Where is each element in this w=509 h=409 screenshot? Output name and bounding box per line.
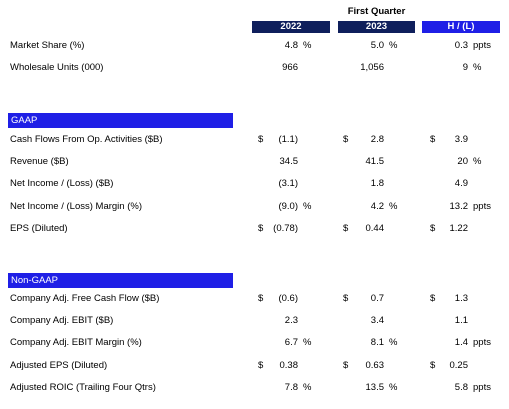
value: (0.78) bbox=[273, 222, 298, 234]
unit: ppts bbox=[473, 200, 491, 212]
value: 966 bbox=[282, 62, 298, 74]
column-header: 2022 bbox=[252, 21, 330, 33]
currency: $ bbox=[343, 134, 349, 145]
unit: % bbox=[473, 62, 482, 74]
row-label: Company Adj. EBIT ($B) bbox=[10, 315, 114, 327]
value: (1.1) bbox=[278, 134, 298, 145]
value: 0.7 bbox=[370, 293, 384, 304]
unit: % bbox=[473, 156, 482, 168]
value: 0.63 bbox=[365, 359, 385, 371]
currency: $ bbox=[430, 222, 436, 234]
value: 1,056 bbox=[360, 62, 384, 74]
value: 34.5 bbox=[279, 156, 299, 168]
section-header: GAAP bbox=[8, 113, 233, 128]
value: 2.8 bbox=[370, 134, 384, 145]
value: 4.8 bbox=[284, 40, 298, 51]
value: (0.6) bbox=[278, 293, 298, 304]
value: 3.9 bbox=[454, 134, 468, 145]
section-header: Non-GAAP bbox=[8, 273, 233, 288]
value: 9 bbox=[462, 62, 468, 74]
value: 13.5 bbox=[365, 381, 385, 393]
row-label: Adjusted ROIC (Trailing Four Qtrs) bbox=[10, 381, 156, 393]
currency: $ bbox=[343, 293, 349, 304]
value: 0.25 bbox=[449, 359, 469, 371]
row-label: Wholesale Units (000) bbox=[10, 62, 104, 74]
currency: $ bbox=[258, 134, 264, 145]
value: 0.3 bbox=[454, 40, 468, 51]
column-header: H / (L) bbox=[422, 21, 500, 33]
value: (3.1) bbox=[278, 178, 298, 190]
currency: $ bbox=[258, 222, 264, 234]
row-label: Company Adj. EBIT Margin (%) bbox=[10, 337, 142, 349]
value: 1.4 bbox=[454, 337, 468, 349]
value: 1.1 bbox=[454, 315, 468, 327]
unit: % bbox=[303, 381, 312, 393]
value: 0.38 bbox=[279, 359, 299, 371]
row-label: Net Income / (Loss) Margin (%) bbox=[10, 200, 142, 212]
currency: $ bbox=[430, 359, 436, 371]
value: 1.22 bbox=[449, 222, 469, 234]
value: 6.7 bbox=[284, 337, 298, 349]
value: 8.1 bbox=[370, 337, 384, 349]
unit: % bbox=[389, 40, 398, 51]
unit: % bbox=[389, 337, 398, 349]
row-label: Adjusted EPS (Diluted) bbox=[10, 359, 108, 371]
currency: $ bbox=[258, 293, 264, 304]
row-label: Company Adj. Free Cash Flow ($B) bbox=[10, 293, 160, 304]
value: (9.0) bbox=[278, 200, 298, 212]
unit: % bbox=[303, 40, 312, 51]
value: 4.9 bbox=[454, 178, 468, 190]
unit: ppts bbox=[473, 381, 491, 393]
value: 5.8 bbox=[454, 381, 468, 393]
row-label: Revenue ($B) bbox=[10, 156, 69, 168]
currency: $ bbox=[430, 293, 436, 304]
row-label: Net Income / (Loss) ($B) bbox=[10, 178, 114, 190]
unit: ppts bbox=[473, 40, 491, 51]
value: 5.0 bbox=[370, 40, 384, 51]
currency: $ bbox=[343, 359, 349, 371]
value: 1.8 bbox=[370, 178, 384, 190]
period-title: First Quarter bbox=[347, 6, 406, 17]
column-header: 2023 bbox=[338, 21, 415, 33]
value: 2.3 bbox=[284, 315, 298, 327]
unit: % bbox=[303, 200, 312, 212]
value: 13.2 bbox=[449, 200, 469, 212]
row-label: Cash Flows From Op. Activities ($B) bbox=[10, 134, 163, 145]
currency: $ bbox=[258, 359, 264, 371]
value: 1.3 bbox=[454, 293, 468, 304]
row-label: Market Share (%) bbox=[10, 40, 85, 51]
value: 7.8 bbox=[284, 381, 298, 393]
value: 41.5 bbox=[365, 156, 385, 168]
unit: % bbox=[303, 337, 312, 349]
row-label: EPS (Diluted) bbox=[10, 222, 68, 234]
value: 20 bbox=[457, 156, 468, 168]
unit: % bbox=[389, 200, 398, 212]
currency: $ bbox=[343, 222, 349, 234]
value: 0.44 bbox=[365, 222, 385, 234]
value: 3.4 bbox=[370, 315, 384, 327]
unit: ppts bbox=[473, 337, 491, 349]
unit: % bbox=[389, 381, 398, 393]
value: 4.2 bbox=[370, 200, 384, 212]
currency: $ bbox=[430, 134, 436, 145]
